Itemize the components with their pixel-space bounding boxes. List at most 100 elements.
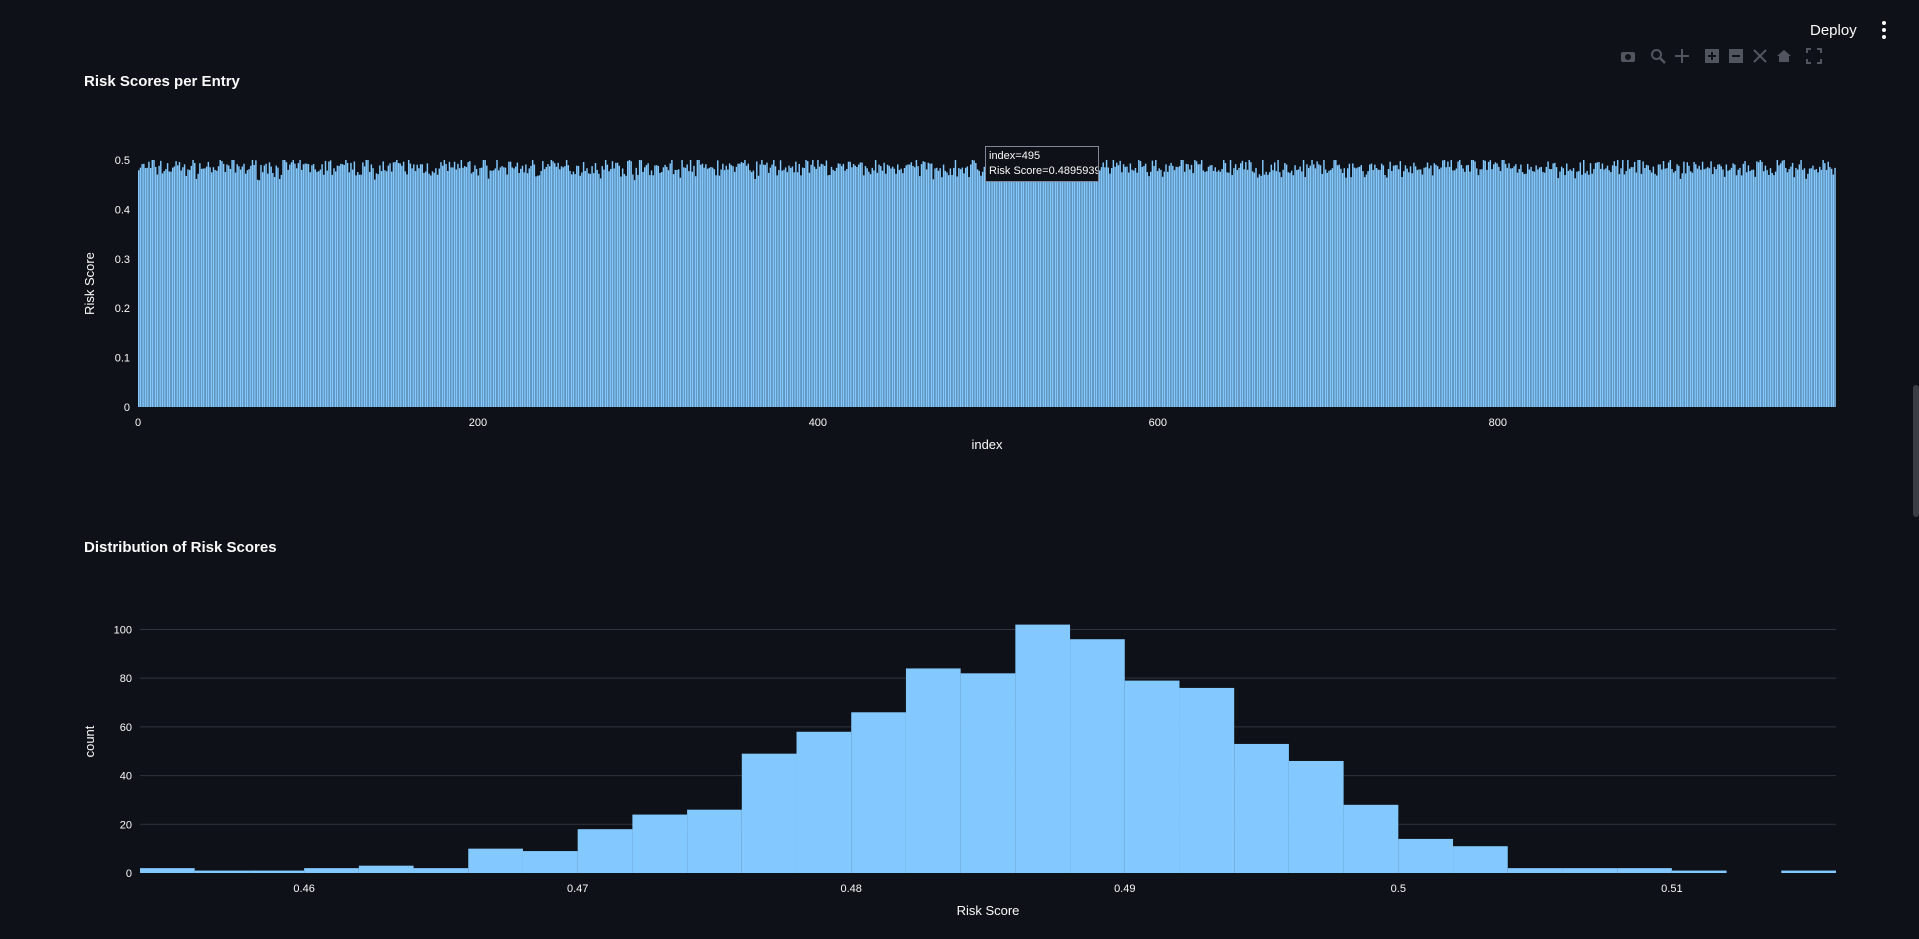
histogram-bars: [140, 624, 1836, 873]
bar: [881, 170, 884, 407]
bar: [1742, 163, 1745, 407]
bar: [1279, 172, 1281, 407]
bar: [1260, 175, 1262, 407]
bar: [309, 172, 311, 407]
bar: [764, 164, 767, 407]
bar: [652, 175, 654, 407]
bar: [1379, 169, 1381, 407]
bar: [182, 167, 184, 407]
histogram-bar: [796, 731, 852, 873]
bar: [1440, 167, 1442, 407]
bar: [1304, 177, 1306, 407]
bar: [277, 167, 279, 407]
bar: [582, 162, 585, 407]
bar: [958, 168, 960, 407]
page-scrollbar[interactable]: [1913, 385, 1919, 517]
bar: [1093, 166, 1096, 407]
autoscale-icon[interactable]: [1752, 48, 1768, 64]
bar: [336, 165, 339, 407]
bar: [1649, 170, 1651, 407]
bar: [1807, 173, 1809, 407]
y-tick-label: 0.5: [115, 155, 130, 167]
deploy-button[interactable]: Deploy: [1800, 18, 1867, 42]
bar: [509, 161, 512, 407]
bar: [518, 173, 520, 407]
bar: [1044, 163, 1047, 407]
bar: [1277, 160, 1279, 407]
home-icon[interactable]: [1776, 48, 1792, 64]
bar: [1119, 160, 1121, 407]
bar: [1545, 166, 1548, 407]
bar: [1737, 169, 1739, 407]
tooltip-index: index=495: [989, 150, 1041, 162]
bar: [1800, 160, 1802, 407]
bar: [443, 160, 446, 407]
bar: [1180, 160, 1183, 407]
bar: [548, 166, 551, 407]
zoom-in-icon[interactable]: [1704, 48, 1720, 64]
zoom-icon[interactable]: [1650, 48, 1666, 64]
bar: [825, 160, 828, 407]
bar: [1620, 168, 1622, 407]
bar: [1085, 161, 1087, 407]
bar: [963, 173, 965, 407]
bar: [1720, 166, 1722, 407]
main-menu-button[interactable]: [1872, 18, 1896, 42]
bar: [1802, 169, 1804, 407]
bar: [920, 164, 923, 407]
bar: [788, 165, 790, 407]
bar: [1197, 164, 1199, 407]
bar: [1666, 168, 1668, 407]
bar: [430, 175, 432, 407]
bar: [827, 175, 829, 407]
bar: [1588, 174, 1590, 407]
bar: [657, 165, 660, 407]
bar: [1550, 169, 1553, 407]
fullscreen-icon[interactable]: [1806, 48, 1822, 64]
bar: [1282, 169, 1284, 407]
bar: [684, 167, 687, 407]
bar: [706, 168, 709, 407]
bar: [1369, 164, 1371, 407]
y-tick-label: 100: [114, 624, 132, 636]
bar: [946, 172, 948, 407]
camera-icon[interactable]: [1620, 48, 1636, 64]
zoom-out-icon[interactable]: [1728, 48, 1744, 64]
bar: [1521, 172, 1524, 407]
bar: [1764, 165, 1767, 407]
bar: [835, 167, 838, 407]
bar: [440, 162, 442, 407]
bar: [897, 164, 899, 407]
bar: [148, 161, 150, 407]
bar: [562, 167, 564, 407]
bar: [1328, 170, 1330, 407]
x-tick-label: 0.51: [1661, 883, 1682, 895]
bar: [1185, 163, 1188, 407]
bar: [1233, 168, 1235, 407]
bar: [961, 167, 963, 407]
bar: [263, 165, 266, 407]
bar: [234, 172, 237, 407]
pan-icon[interactable]: [1674, 48, 1690, 64]
bar: [1630, 167, 1632, 407]
bar: [852, 164, 855, 407]
bar: [1729, 169, 1731, 407]
bar: [1817, 172, 1819, 407]
bar: [705, 164, 707, 407]
bar: [1251, 171, 1254, 407]
bar: [749, 170, 751, 407]
bar: [348, 172, 350, 407]
bar: [1470, 160, 1473, 407]
bar: [1192, 173, 1194, 407]
bar: [584, 170, 587, 407]
bar: [312, 164, 315, 407]
bar: [1141, 166, 1143, 407]
bar: [689, 160, 692, 407]
bar: [1160, 169, 1162, 407]
bar: [618, 165, 620, 407]
bar: [1384, 175, 1386, 407]
bar: [601, 166, 603, 407]
y-tick-label: 0.4: [115, 204, 130, 216]
bar: [1491, 169, 1493, 407]
bar: [1236, 170, 1239, 407]
